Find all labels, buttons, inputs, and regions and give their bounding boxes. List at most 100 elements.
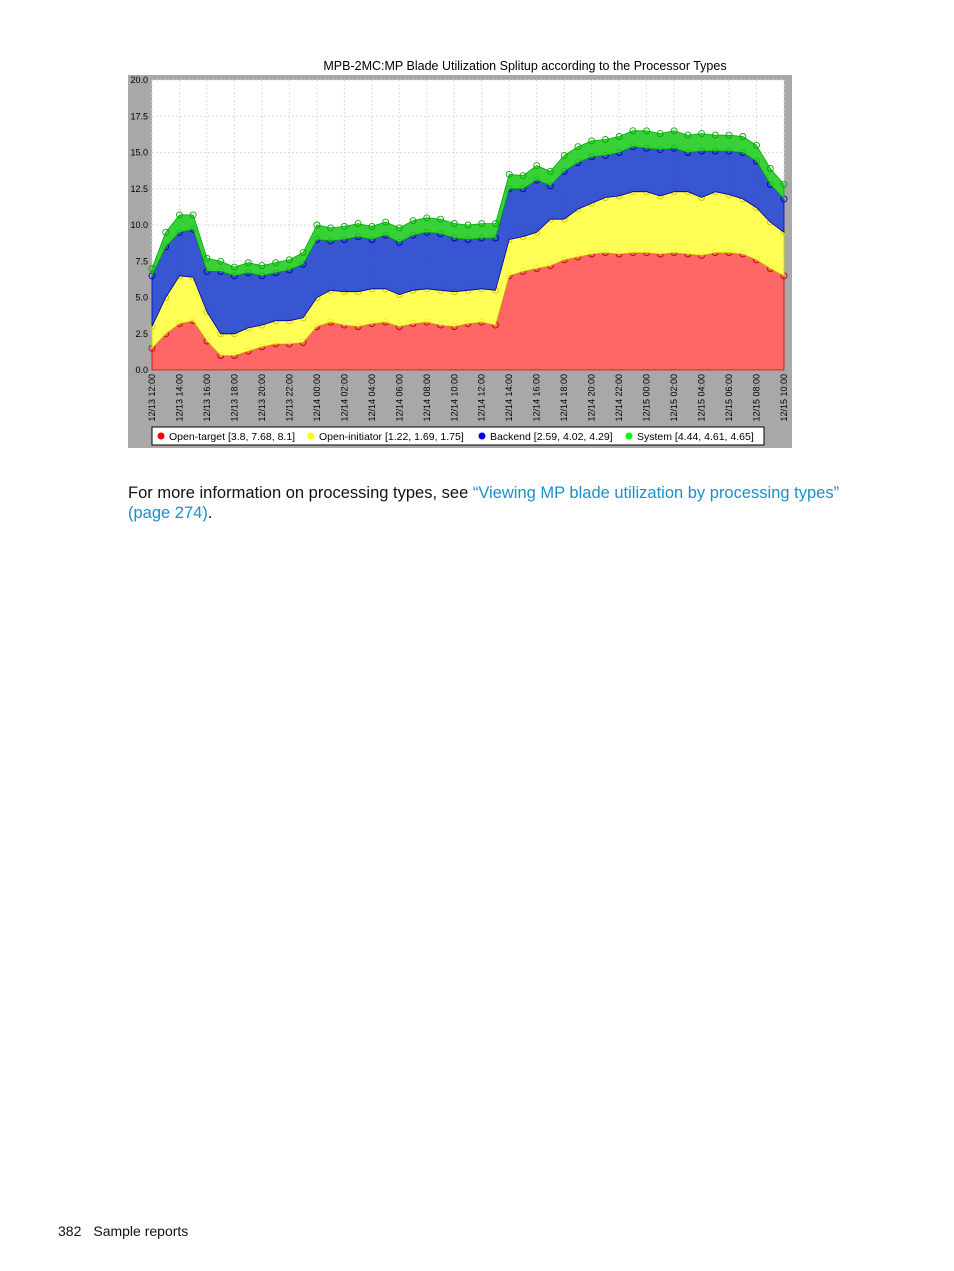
legend-label: Open-initiator [1.22, 1.69, 1.75] (319, 431, 464, 443)
page-footer: 382 Sample reports (58, 1223, 188, 1239)
x-tick-label: 12/13 22:00 (284, 374, 294, 422)
data-point (643, 127, 651, 135)
utilization-chart: MPB-2MC:MP Blade Utilization Splitup acc… (128, 52, 792, 448)
y-tick-label: 2.5 (135, 329, 148, 339)
x-tick-label: 12/14 02:00 (339, 374, 349, 422)
section-name: Sample reports (93, 1223, 189, 1239)
processing-types-link[interactable]: “Viewing MP blade utilization by process… (128, 483, 840, 522)
data-point (753, 141, 760, 149)
legend-marker (478, 432, 486, 440)
x-tick-label: 12/13 12:00 (147, 374, 157, 422)
legend-label: Backend [2.59, 4.02, 4.29] (490, 431, 613, 443)
x-tick-label: 12/13 20:00 (257, 374, 267, 422)
legend-marker (625, 432, 633, 440)
data-point (395, 224, 403, 232)
x-tick-label: 12/14 00:00 (312, 374, 322, 422)
data-point (560, 151, 568, 159)
data-point (244, 259, 252, 267)
data-point (230, 263, 238, 271)
legend-marker (307, 432, 315, 440)
data-point (478, 220, 486, 228)
legend-entries: Open-target [3.8, 7.68, 8.1] Open-initiat… (157, 431, 754, 443)
x-tick-label: 12/14 16:00 (532, 374, 542, 422)
legend-label: System [4.44, 4.61, 4.65] (637, 431, 754, 443)
data-point (464, 221, 472, 229)
y-axis-ticks: 20.0 17.5 15.0 12.5 10.0 7.5 5.0 2.5 0.0 (130, 75, 148, 375)
data-point (327, 224, 335, 232)
data-point (766, 165, 774, 172)
x-tick-label: 12/13 16:00 (202, 374, 212, 422)
x-tick-label: 12/13 18:00 (229, 374, 239, 422)
x-tick-label: 12/14 18:00 (559, 374, 569, 422)
x-tick-label: 12/15 04:00 (697, 374, 707, 422)
utilization-chart-svg: MPB-2MC:MP Blade Utilization Splitup acc… (128, 59, 792, 448)
data-point (162, 228, 170, 236)
y-tick-label: 5.0 (135, 293, 148, 303)
x-tick-label: 12/15 06:00 (724, 374, 734, 422)
data-point (176, 211, 183, 219)
note-period: . (207, 503, 213, 522)
processing-types-note: For more information on processing types… (128, 483, 878, 523)
page-number: 382 (58, 1223, 82, 1239)
y-tick-label: 20.0 (130, 75, 148, 85)
x-axis-ticks: 12/13 12:00 12/13 14:00 12/13 16:00 12/13 1… (147, 374, 789, 422)
x-tick-label: 12/14 04:00 (367, 374, 377, 422)
data-point (203, 254, 211, 262)
y-tick-label: 17.5 (130, 111, 148, 121)
data-point (739, 133, 747, 140)
data-point (189, 211, 197, 219)
x-tick-label: 12/14 10:00 (449, 374, 459, 422)
data-point (615, 133, 623, 140)
data-point (409, 217, 417, 225)
data-point (656, 130, 664, 138)
x-tick-label: 12/14 20:00 (587, 374, 597, 422)
data-point (340, 222, 348, 230)
x-tick-label: 12/15 02:00 (669, 374, 679, 422)
data-point (450, 220, 458, 227)
data-point (698, 130, 706, 138)
data-point (423, 214, 431, 222)
data-point (546, 167, 554, 175)
data-point (258, 262, 266, 270)
x-tick-label: 12/14 22:00 (614, 374, 624, 422)
data-point (725, 131, 733, 139)
chart-title: MPB-2MC:MP Blade Utilization Splitup acc… (323, 59, 726, 73)
x-tick-label: 12/14 06:00 (394, 374, 404, 422)
note-text: For more information on processing types… (128, 483, 473, 502)
data-point (354, 220, 362, 228)
data-point (629, 127, 637, 135)
x-tick-label: 12/14 08:00 (422, 374, 432, 422)
y-tick-label: 15.0 (130, 148, 148, 158)
stacked-areas (148, 127, 788, 371)
data-point (217, 257, 225, 265)
y-tick-label: 12.5 (130, 184, 148, 194)
data-point (382, 218, 390, 226)
area-system (151, 130, 785, 277)
x-tick-label: 12/15 08:00 (752, 374, 762, 422)
x-tick-label: 12/15 10:00 (779, 374, 789, 422)
data-point (148, 265, 156, 272)
data-point (601, 136, 609, 143)
x-tick-label: 12/13 14:00 (174, 374, 184, 422)
data-point (492, 220, 499, 228)
data-point (670, 127, 678, 135)
data-point (533, 162, 541, 170)
legend-marker (157, 432, 165, 440)
data-point (437, 215, 444, 223)
x-tick-label: 12/15 00:00 (642, 374, 652, 422)
data-point (368, 222, 376, 230)
data-point (313, 221, 321, 229)
chart-legend (151, 426, 765, 446)
x-tick-label: 12/14 12:00 (477, 374, 487, 422)
data-point (711, 131, 719, 139)
y-tick-label: 7.5 (135, 256, 148, 266)
data-point (574, 143, 582, 151)
data-point (272, 259, 280, 267)
y-tick-label: 0.0 (135, 365, 148, 375)
data-point (684, 131, 692, 139)
data-point (588, 137, 596, 145)
data-point (780, 180, 788, 188)
series-points-3 (148, 127, 788, 272)
legend-label: Open-target [3.8, 7.68, 8.1] (169, 431, 295, 443)
data-point (505, 170, 513, 178)
